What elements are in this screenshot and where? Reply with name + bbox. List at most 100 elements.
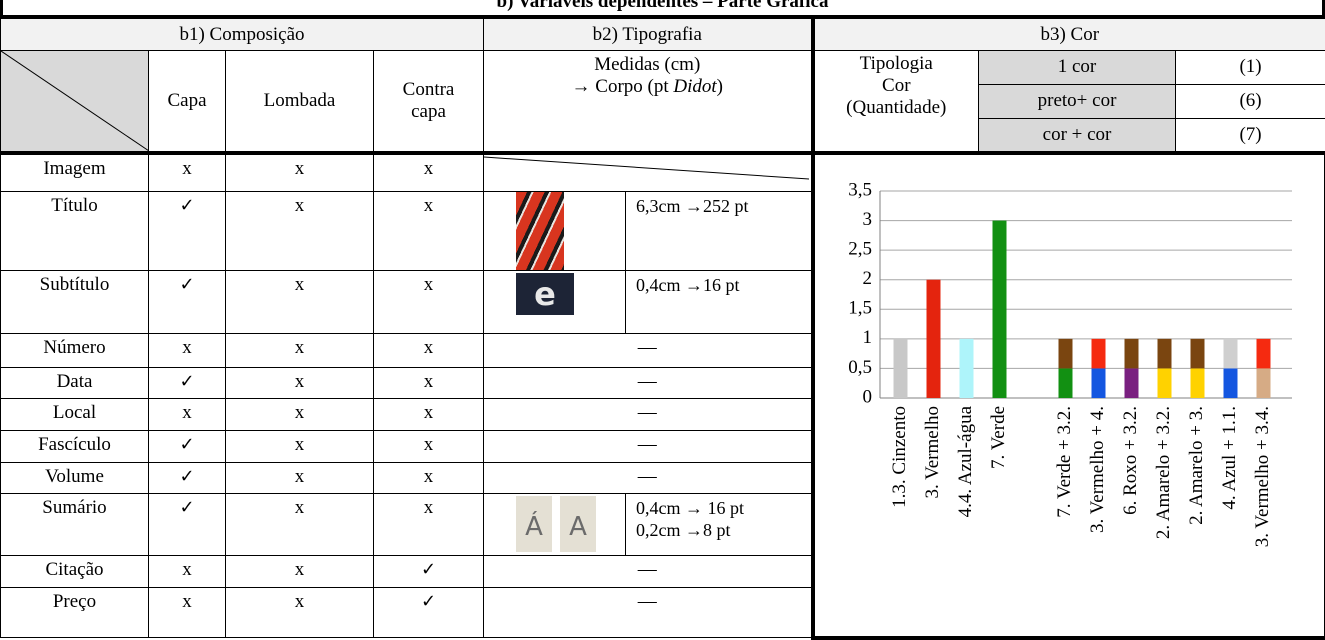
cross: x (295, 371, 305, 392)
row-label: Imagem (1, 153, 149, 192)
specimen-letter: e (534, 275, 556, 313)
cross: x (182, 337, 192, 358)
column-header: Lombada (226, 51, 374, 154)
corner-cell (1, 51, 149, 154)
mark-cell: ✓ (149, 494, 226, 556)
mark-cell: x (374, 271, 484, 334)
measure-text: 6,3cm →252 pt (636, 196, 749, 216)
cross: x (424, 158, 434, 179)
row-label: Local (1, 399, 149, 431)
cross: x (295, 434, 305, 455)
row-label: Citação (1, 556, 149, 588)
mark-cell: x (374, 153, 484, 192)
typography-italic: Didot (673, 76, 716, 97)
cross: x (424, 371, 434, 392)
typology-count: (6) (1176, 84, 1325, 118)
specimen-image: A (560, 496, 596, 552)
cross: x (424, 497, 434, 518)
cross: x (295, 402, 305, 423)
row-label: Data (1, 368, 149, 399)
mark-cell: x (149, 153, 226, 192)
mark-cell: x (226, 556, 374, 588)
cross: x (295, 466, 305, 487)
cross: x (182, 402, 192, 423)
typology-text: Tipologia (860, 53, 933, 74)
column-header-text: Lombada (264, 90, 336, 111)
measure-text: 0,2cm →8 pt (636, 520, 731, 540)
typology-type: cor + cor (979, 118, 1176, 153)
mark-cell: x (226, 368, 374, 399)
specimen-image: Á (516, 496, 552, 552)
typology-text: (Quantidade) (846, 97, 946, 118)
check: ✓ (179, 195, 194, 216)
mark-cell: x (226, 153, 374, 192)
mark-cell: ✓ (374, 588, 484, 638)
table: b1) Composição b2) Tipografia b3) Cor Ca… (0, 18, 1325, 640)
mark-cell: ✓ (149, 271, 226, 334)
section-row: b1) Composição b2) Tipografia b3) Cor (1, 19, 1325, 51)
specimen-image: e (516, 273, 574, 315)
row-label: Número (1, 334, 149, 368)
mark-cell: x (226, 399, 374, 431)
measure-empty: — (484, 368, 813, 399)
typography-line: ) (717, 76, 723, 97)
column-header-text: Contra (403, 79, 455, 100)
diagonal (484, 155, 809, 191)
page: b) Variáveis dependentes – Parte Gráfica… (0, 0, 1325, 618)
cross: x (424, 337, 434, 358)
specimen-letter: Á (525, 512, 543, 542)
cross: x (424, 466, 434, 487)
column-header-text: capa (411, 101, 446, 122)
typology-count: (7) (1176, 118, 1325, 153)
mark-cell: x (374, 494, 484, 556)
mark-cell: ✓ (374, 556, 484, 588)
mark-cell: x (226, 588, 374, 638)
mark-cell: x (226, 271, 374, 334)
typology-count: (1) (1176, 51, 1325, 85)
mark-cell: ✓ (149, 368, 226, 399)
cross: x (424, 402, 434, 423)
measure-text: 0,4cm →16 pt (636, 275, 740, 295)
mark-cell: x (374, 368, 484, 399)
measure-empty: — (484, 588, 813, 638)
mark-cell: x (374, 192, 484, 271)
measure-empty: — (484, 334, 813, 368)
mark-cell: x (226, 192, 374, 271)
cross: x (182, 591, 192, 612)
row-label: Subtítulo (1, 271, 149, 334)
measure-empty: — (484, 556, 813, 588)
typology-text: Cor (882, 75, 911, 96)
measure-cell: 0,4cm →16 pt (626, 271, 813, 334)
measure-diagonal (484, 153, 813, 192)
cross: x (424, 434, 434, 455)
mark-cell: x (149, 334, 226, 368)
specimen-cell (484, 192, 626, 271)
cross: x (295, 591, 305, 612)
column-header: Capa (149, 51, 226, 154)
mark-cell: ✓ (149, 431, 226, 463)
cross: x (424, 195, 434, 216)
row-label: Volume (1, 463, 149, 494)
check: ✓ (179, 434, 194, 455)
cross: x (182, 158, 192, 179)
check: ✓ (421, 559, 436, 580)
title: b) Variáveis dependentes – Parte Gráfica (497, 0, 829, 12)
cross: x (424, 274, 434, 295)
cross: x (182, 559, 192, 580)
specimen-cell: e (484, 271, 626, 334)
check: ✓ (179, 274, 194, 295)
mark-cell: x (226, 463, 374, 494)
mark-cell: x (226, 334, 374, 368)
typography-header: Medidas (cm)→ Corpo (pt Didot) (484, 51, 813, 154)
check: ✓ (179, 497, 194, 518)
measure-cell: 6,3cm →252 pt (626, 192, 813, 271)
mark-cell: ✓ (149, 463, 226, 494)
check: ✓ (179, 371, 194, 392)
title-bar: b) Variáveis dependentes – Parte Gráfica (0, 0, 1325, 18)
cross: x (295, 274, 305, 295)
